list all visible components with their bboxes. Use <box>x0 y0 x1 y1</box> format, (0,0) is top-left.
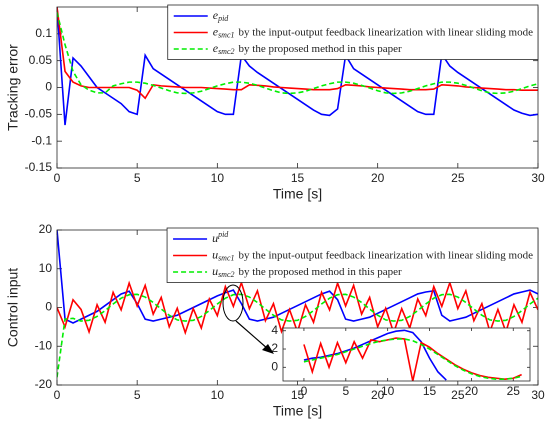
y-axis-label: Tracking error <box>5 44 21 131</box>
legend-description: by the proposed method in this paper <box>239 266 402 278</box>
x-axis-label: Time [s] <box>273 403 322 419</box>
x-tick-label: 15 <box>423 384 437 398</box>
x-tick-label: 15 <box>291 171 305 185</box>
legend-superscript: pid <box>217 230 229 239</box>
axes-frame <box>282 327 531 382</box>
x-tick-label: 25 <box>507 384 521 398</box>
legend-subscript: pid <box>217 14 229 23</box>
x-tick-label: 30 <box>531 388 545 402</box>
legend-label: usmc2 by the proposed method in this pape… <box>212 264 402 279</box>
inset-chart: 0 5 10 15 20 25 0 2 4 <box>271 323 531 398</box>
y-tick-label: 20 <box>39 222 53 236</box>
y-tick-label: 2 <box>271 341 278 355</box>
y-tick-label: 4 <box>271 323 278 337</box>
legend-label: usmc1 by the input-output feedback linear… <box>212 247 533 262</box>
series-line <box>57 293 538 378</box>
y-tick-label: 0.1 <box>35 26 52 40</box>
x-axis-label: Time [s] <box>273 186 322 202</box>
x-tick-label: 0 <box>54 388 61 402</box>
legend-description: by the input-output feedback linearizati… <box>239 26 534 38</box>
x-tick-label: 30 <box>531 171 545 185</box>
x-tick-label: 25 <box>451 388 465 402</box>
legend-box <box>167 4 539 60</box>
x-tick-label: 5 <box>134 388 141 402</box>
x-tick-label: 20 <box>371 171 385 185</box>
legend-symbol: u <box>212 264 218 278</box>
zoom-circle <box>222 284 244 322</box>
legend-subscript: smc1 <box>218 253 234 262</box>
series-line <box>57 12 538 95</box>
series-line <box>303 338 522 380</box>
y-tick-label: -10 <box>35 338 53 352</box>
x-tick-label: 20 <box>371 388 385 402</box>
y-tick-label: -0.05 <box>25 107 53 121</box>
legend-symbol: u <box>212 247 218 261</box>
legend-box <box>166 227 539 283</box>
series-line <box>57 7 538 126</box>
legend-subscript: smc2 <box>218 270 234 279</box>
legend-label: epid <box>213 8 230 23</box>
y-tick-label: -0.1 <box>31 133 52 147</box>
zoom-annotation <box>222 284 274 354</box>
legend-description: by the input-output feedback linearizati… <box>239 249 534 261</box>
y-tick-label: 10 <box>39 261 53 275</box>
x-tick-label: 10 <box>211 171 225 185</box>
legend-symbol: u <box>212 231 218 245</box>
x-tick-label: 5 <box>134 171 141 185</box>
x-tick-label: 15 <box>291 388 305 402</box>
plot-area <box>283 328 530 381</box>
x-tick-label: 0 <box>301 384 308 398</box>
legend-subscript: smc1 <box>218 30 234 39</box>
x-tick-label: 10 <box>381 384 395 398</box>
legend-label: esmc2 by the proposed method in this pape… <box>213 41 402 56</box>
zoom-arrowhead <box>262 344 274 354</box>
x-tick-label: 10 <box>211 388 225 402</box>
legend-symbol: e <box>213 24 219 38</box>
chart: 0 5 10 15 20 25 30 -0.15 -0.1 -0.05 0 0.05 0.1 Time [… <box>5 4 545 202</box>
x-tick-label: 5 <box>342 384 349 398</box>
legend-symbol: e <box>213 41 219 55</box>
y-tick-label: 0 <box>45 80 52 94</box>
y-tick-label: -20 <box>35 377 53 391</box>
x-tick-label: 20 <box>465 384 479 398</box>
x-tick-label: 0 <box>54 171 61 185</box>
legend-description: by the proposed method in this paper <box>239 43 402 55</box>
series-line <box>57 7 538 100</box>
y-tick-label: 0 <box>271 359 278 373</box>
y-tick-label: 0.05 <box>29 53 53 67</box>
legend-label: esmc1 by the input-output feedback linear… <box>213 24 533 39</box>
y-tick-label: -0.15 <box>25 160 53 174</box>
legend-subscript: smc2 <box>218 47 234 56</box>
y-tick-label: 0 <box>45 300 52 314</box>
legend-label: upid <box>212 230 229 245</box>
legend-symbol: e <box>213 8 219 22</box>
x-tick-label: 25 <box>451 171 465 185</box>
y-axis-label: Control input <box>5 268 21 347</box>
zoom-arrow <box>235 320 269 350</box>
series-line <box>303 337 522 381</box>
